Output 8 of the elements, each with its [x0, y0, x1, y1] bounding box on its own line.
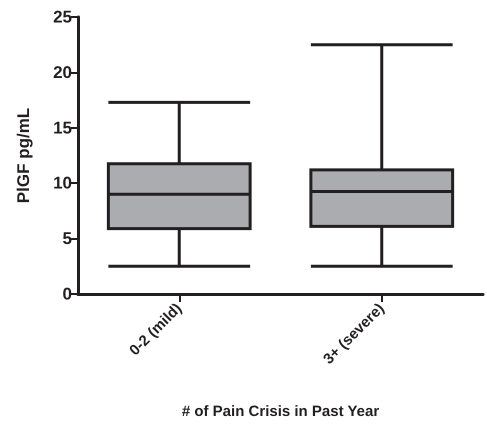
y-tick-label: 0	[62, 284, 72, 304]
y-tick-label: 10	[53, 174, 72, 193]
y-axis-title: PlGF pg/mL	[14, 108, 33, 204]
y-tick-label: 20	[53, 62, 72, 82]
y-tick-label: 25	[53, 8, 72, 26]
x-axis-title: # of Pain Crisis in Past Year	[182, 403, 380, 420]
y-tick-label: 15	[53, 118, 72, 138]
y-tick-label: 5	[62, 229, 72, 248]
